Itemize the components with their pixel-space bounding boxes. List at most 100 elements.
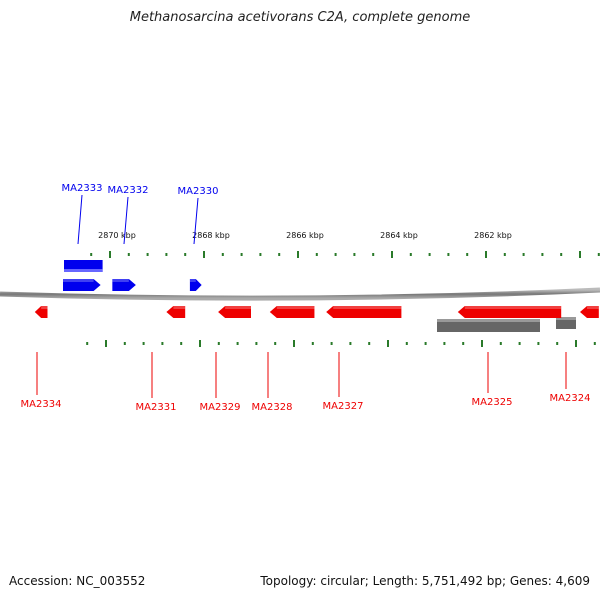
tick-mark bbox=[466, 253, 469, 256]
gene-arrow[interactable] bbox=[34, 306, 48, 318]
gene-arrow-highlight bbox=[464, 306, 562, 309]
gene-label[interactable]: MA2327 bbox=[323, 401, 364, 412]
gene-feature-box-highlight bbox=[64, 269, 103, 272]
tick-mark bbox=[522, 253, 525, 256]
tick-mark bbox=[142, 342, 145, 345]
gene-label[interactable]: MA2331 bbox=[136, 402, 177, 413]
gray-feature-highlight bbox=[556, 317, 576, 320]
tick-row-bottom bbox=[86, 340, 596, 347]
gene-group: MA2334 MA2333 MA2332 MA2331 MA2330 MA2329 MA23… bbox=[21, 183, 599, 413]
tick-mark bbox=[575, 340, 577, 347]
genome-title: Methanosarcina acetivorans C2A, complete… bbox=[129, 10, 471, 25]
tick-mark bbox=[330, 342, 333, 345]
gray-feature bbox=[437, 319, 540, 332]
tick-row-top bbox=[90, 251, 600, 258]
tick-mark bbox=[593, 342, 596, 345]
kbp-label: 2870 kbp bbox=[98, 231, 136, 240]
kbp-label: 2868 kbp bbox=[192, 231, 230, 240]
gene-label[interactable]: MA2324 bbox=[550, 393, 591, 404]
tick-mark bbox=[503, 253, 506, 256]
tick-mark bbox=[447, 253, 450, 256]
tick-mark bbox=[372, 253, 375, 256]
tick-mark bbox=[537, 342, 540, 345]
gene-leader-line bbox=[123, 196, 129, 245]
gene-arrow[interactable] bbox=[457, 306, 562, 318]
tick-mark bbox=[297, 251, 299, 258]
tick-mark bbox=[597, 253, 600, 256]
tick-mark bbox=[259, 253, 262, 256]
gene-arrow-highlight bbox=[333, 306, 402, 309]
gene-label[interactable]: MA2332 bbox=[108, 185, 149, 196]
tick-mark bbox=[217, 342, 220, 345]
tick-mark bbox=[424, 342, 427, 345]
tick-mark bbox=[428, 253, 431, 256]
tick-mark bbox=[255, 342, 258, 345]
gene-arrow[interactable] bbox=[112, 279, 136, 291]
tick-mark bbox=[579, 251, 581, 258]
genome-summary: Topology: circular; Length: 5,751,492 bp… bbox=[260, 574, 590, 588]
tick-mark bbox=[311, 342, 314, 345]
gene-arrow[interactable] bbox=[580, 306, 599, 318]
tick-mark bbox=[90, 253, 93, 256]
gene-arrow-highlight bbox=[41, 306, 48, 309]
tick-mark bbox=[334, 253, 337, 256]
tick-mark bbox=[353, 253, 356, 256]
tick-mark bbox=[518, 342, 521, 345]
tick-mark bbox=[274, 342, 277, 345]
tick-mark bbox=[443, 342, 446, 345]
gene-leader-line bbox=[77, 194, 83, 245]
gene-arrow[interactable] bbox=[326, 306, 402, 318]
tick-mark bbox=[481, 340, 483, 347]
gene-arrow-highlight bbox=[587, 306, 599, 309]
kbp-label: 2862 kbp bbox=[474, 231, 512, 240]
tick-mark bbox=[240, 253, 243, 256]
tick-mark bbox=[462, 342, 465, 345]
tick-mark bbox=[387, 340, 389, 347]
tick-mark bbox=[391, 251, 393, 258]
tick-mark bbox=[405, 342, 408, 345]
accession-label: Accession: NC_003552 bbox=[9, 574, 146, 588]
tick-mark bbox=[499, 342, 502, 345]
tick-mark bbox=[203, 251, 205, 258]
tick-mark bbox=[485, 251, 487, 258]
tick-mark bbox=[146, 253, 149, 256]
gene-label[interactable]: MA2328 bbox=[252, 402, 293, 413]
gene-arrow[interactable] bbox=[189, 279, 202, 291]
tick-mark bbox=[409, 253, 412, 256]
gene-arrow[interactable] bbox=[166, 306, 186, 318]
tick-mark bbox=[278, 253, 281, 256]
gene-arrow-highlight bbox=[225, 306, 251, 309]
gene-arrow-highlight bbox=[63, 279, 94, 282]
gene-label[interactable]: MA2325 bbox=[472, 397, 513, 408]
gene-arrow-highlight bbox=[173, 306, 186, 309]
tick-mark bbox=[556, 342, 559, 345]
tick-mark bbox=[293, 340, 295, 347]
gene-label[interactable]: MA2330 bbox=[178, 186, 219, 197]
tick-mark bbox=[161, 342, 164, 345]
kbp-label-group: 2870 kbp 2868 kbp 2866 kbp 2864 kbp 2862 kbp bbox=[98, 231, 512, 240]
tick-mark bbox=[184, 253, 187, 256]
kbp-label: 2866 kbp bbox=[286, 231, 324, 240]
tick-mark bbox=[315, 253, 318, 256]
gene-arrow[interactable] bbox=[218, 306, 251, 318]
tick-mark bbox=[199, 340, 201, 347]
kbp-label: 2864 kbp bbox=[380, 231, 418, 240]
gene-label[interactable]: MA2329 bbox=[200, 402, 241, 413]
gene-arrow-highlight bbox=[112, 279, 129, 282]
genome-backbone bbox=[0, 287, 600, 301]
tick-mark bbox=[236, 342, 239, 345]
gene-arrow[interactable] bbox=[63, 279, 101, 291]
tick-mark bbox=[560, 253, 563, 256]
gene-label[interactable]: MA2334 bbox=[21, 399, 62, 410]
gene-label[interactable]: MA2333 bbox=[62, 183, 103, 194]
tick-mark bbox=[165, 253, 168, 256]
gene-leader-line bbox=[193, 197, 199, 245]
tick-mark bbox=[86, 342, 89, 345]
gene-arrow[interactable] bbox=[269, 306, 315, 318]
gene-arrow-highlight bbox=[276, 306, 315, 309]
gray-feature-highlight bbox=[437, 319, 540, 322]
tick-mark bbox=[541, 253, 544, 256]
gene-arrow-highlight bbox=[189, 279, 196, 282]
tick-mark bbox=[180, 342, 183, 345]
